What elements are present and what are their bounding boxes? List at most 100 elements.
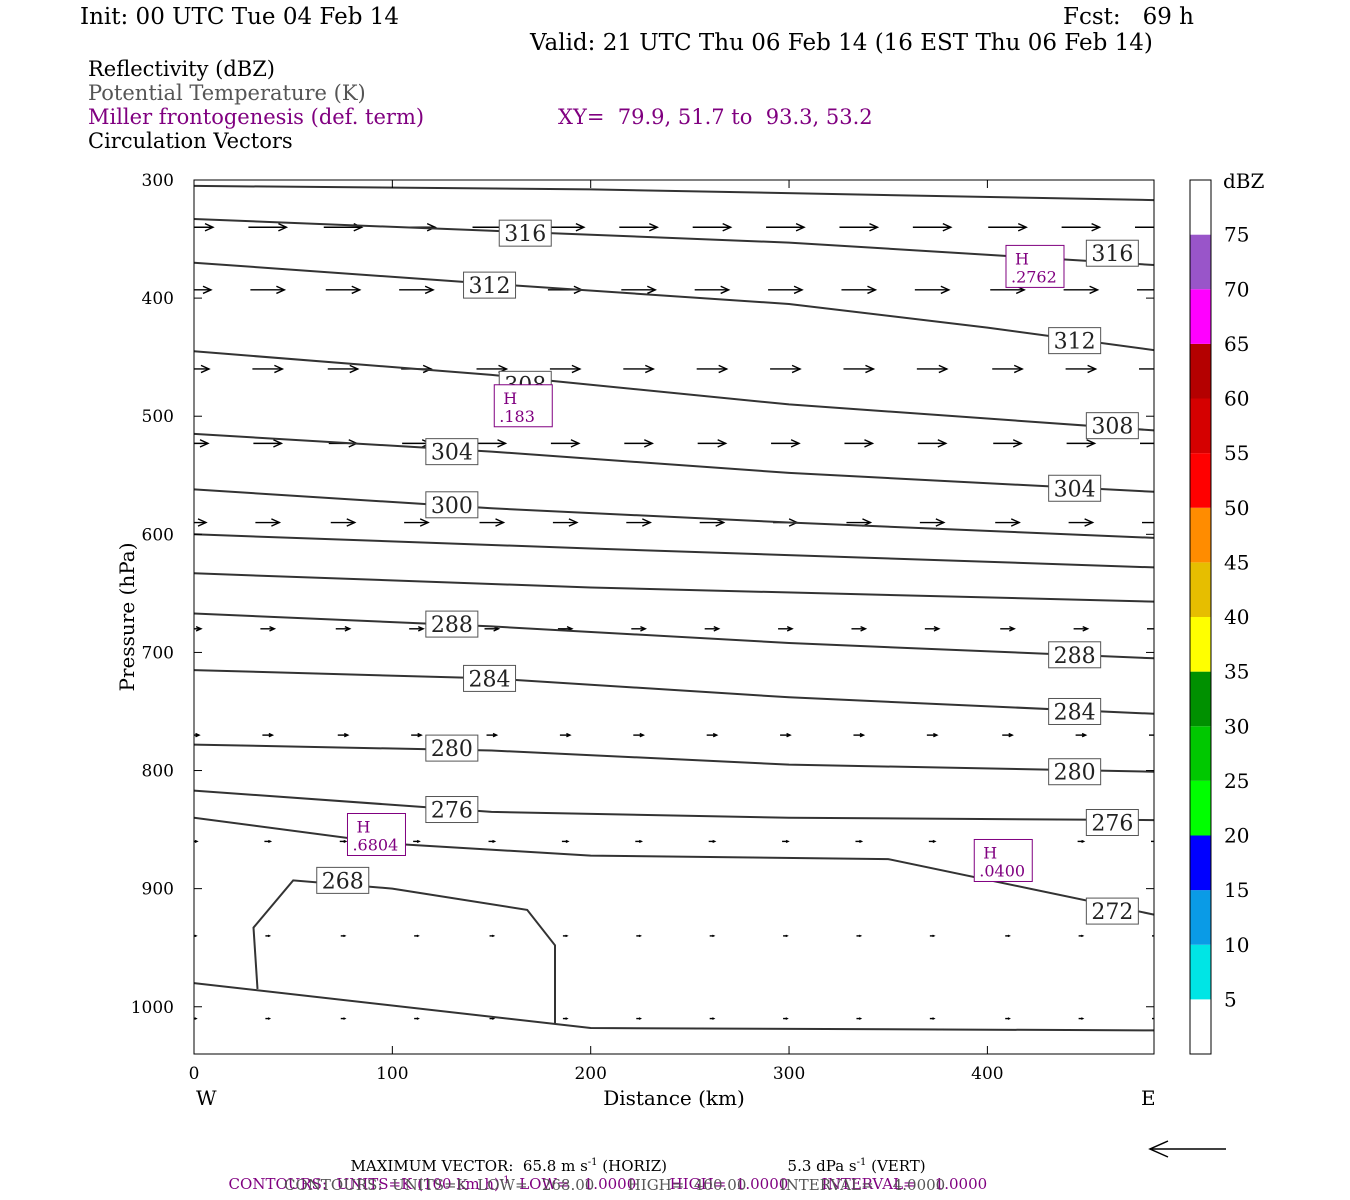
y-tick-label: 400 [142, 289, 174, 309]
colorbar-segment [1190, 289, 1211, 344]
circulation-vector [780, 732, 792, 738]
circulation-vector [562, 1017, 569, 1020]
colorbar: 5 10 15 20 25 30 35 40 45 50 55 60 65 70 75 dBZ [1189, 169, 1265, 1055]
y-tick-label: 800 [142, 762, 174, 782]
colorbar-label: 15 [1224, 878, 1249, 902]
fronto-contour-info: CONTOURS: UNITS=K (100 km h)-1 LOW= 1.00… [219, 1157, 988, 1193]
circulation-vector [1005, 934, 1011, 938]
circulation-vector [783, 934, 789, 938]
colorbar-segment [1190, 453, 1211, 508]
circulation-vector [692, 223, 733, 232]
circulation-vector [414, 1017, 420, 1020]
circulation-vector [709, 1017, 716, 1020]
circulation-vector [250, 285, 287, 295]
circulation-vector [704, 625, 721, 632]
field-theta: Potential Temperature (K) [88, 81, 366, 105]
circulation-vector [766, 223, 806, 232]
circulation-vector [1151, 840, 1154, 843]
colorbar-label: 20 [1224, 824, 1249, 848]
circulation-vector [856, 1017, 863, 1020]
circulation-vector [778, 625, 794, 632]
svg-text:312: 312 [1054, 330, 1096, 355]
svg-text:312: 312 [469, 274, 511, 299]
theta-contour-label: 288 [1048, 641, 1102, 669]
plot-frame [193, 179, 1155, 1055]
circulation-vector [929, 1017, 936, 1020]
colorbar-segment [1190, 780, 1211, 836]
circulation-vector [414, 934, 420, 938]
circulation-vector [914, 285, 951, 295]
svg-text:276: 276 [431, 799, 473, 824]
colorbar-segment [1190, 944, 1211, 1000]
theta-contour-label: 288 [425, 610, 479, 638]
fronto-contour-units: CONTOURS: UNITS=K (100 km h) [228, 1175, 500, 1193]
circulation-vector [253, 439, 284, 448]
theta-contour-label: 304 [1048, 474, 1102, 502]
circulation-vector [411, 732, 423, 738]
theta-contour-line [194, 261, 1154, 352]
theta-contour-label: 312 [1048, 327, 1102, 355]
theta-contour-line [194, 533, 1154, 569]
frontogenesis-max-marker: H.183 [493, 384, 553, 428]
y-axis-label: Pressure (hPa) [115, 543, 139, 692]
svg-text:280: 280 [1054, 761, 1096, 786]
circulation-vector [919, 518, 946, 527]
circulation-vector [770, 364, 802, 374]
circulation-vector [1002, 732, 1014, 738]
circulation-vector [1135, 226, 1154, 228]
circulation-vector [552, 518, 579, 527]
theta-contour-info: CONTOURS: UNITS=K LOW= 268.00 HIGH= 400.… [284, 1176, 946, 1194]
theta-contour-label: 276 [425, 796, 479, 824]
theta-contour-label: 304 [425, 438, 479, 466]
circulation-vector [624, 439, 655, 448]
frontogenesis-max-marker: H.0400 [973, 838, 1033, 882]
theta-contour-label: 280 [1048, 758, 1102, 786]
circulation-vector [1149, 734, 1154, 736]
circulation-vector [486, 732, 499, 738]
circulation-vector [1147, 628, 1154, 630]
colorbar-label: 65 [1224, 332, 1249, 356]
svg-text:H: H [503, 389, 517, 408]
circulation-vector [619, 223, 660, 232]
theta-contour-line [194, 669, 1154, 715]
circulation-vector [1078, 934, 1085, 938]
colorbar-label: 75 [1224, 223, 1249, 247]
circulation-vector [339, 839, 348, 843]
y-tick-label: 600 [142, 525, 174, 545]
circulation-vector [916, 364, 949, 374]
svg-text:300: 300 [431, 494, 473, 519]
circulation-vector [636, 1017, 643, 1020]
max-vector-horiz: MAXIMUM VECTOR: 65.8 m s [350, 1157, 588, 1175]
svg-text:284: 284 [1054, 700, 1096, 725]
circulation-vector [1078, 1017, 1085, 1020]
colorbar-label: 70 [1224, 277, 1249, 301]
svg-text:.0400: .0400 [979, 861, 1025, 880]
colorbar-segment [1190, 617, 1211, 672]
colorbar-label: 45 [1224, 550, 1249, 574]
svg-text:308: 308 [1091, 415, 1133, 440]
fronto-contour-exp: -1 [499, 1175, 510, 1186]
y-tick-label: 300 [142, 171, 174, 191]
circulation-vector [841, 285, 878, 295]
y-tick-label: 700 [142, 643, 174, 663]
theta-contour-label: 284 [1048, 697, 1102, 725]
circulation-vector [626, 518, 653, 527]
circulation-vector [559, 732, 572, 738]
max-vector-horiz-exp: -1 [587, 1157, 598, 1168]
circulation-vector [489, 1017, 496, 1020]
circulation-vector [843, 364, 876, 374]
x-tick-label: 300 [773, 1064, 805, 1084]
circulation-vector [194, 439, 210, 448]
colorbar-label: 5 [1224, 987, 1237, 1011]
circulation-vector [993, 439, 1023, 448]
theta-contour-label: 312 [463, 271, 517, 299]
x-axis-label: Distance (km) [603, 1086, 745, 1110]
svg-text:316: 316 [504, 222, 546, 247]
circulation-vector [549, 364, 582, 374]
colorbar-frame [1189, 179, 1212, 1055]
circulation-vector [1068, 518, 1095, 527]
circulation-vector [325, 285, 362, 295]
frontogenesis-max-marker: H.2762 [1005, 244, 1065, 288]
theta-contour-line [194, 432, 1154, 493]
circulation-vector [771, 439, 801, 448]
